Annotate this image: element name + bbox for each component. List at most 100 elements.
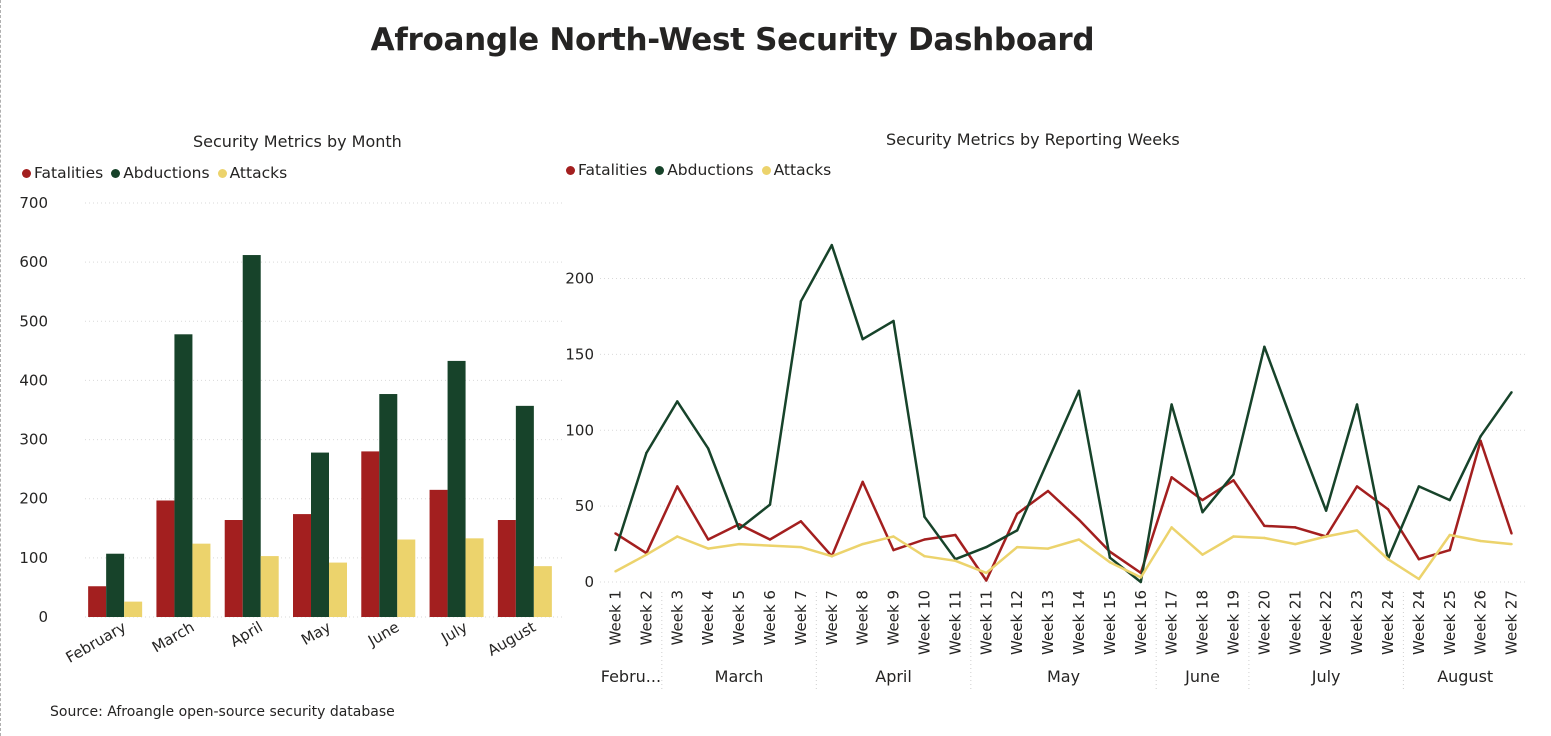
point-fatalities[interactable]: [985, 579, 988, 582]
bar-fatalities[interactable]: [224, 520, 243, 617]
line-abductions[interactable]: [614, 243, 1513, 584]
point-abductions[interactable]: [1479, 435, 1482, 438]
bar-abductions[interactable]: [379, 394, 398, 617]
point-attacks[interactable]: [1170, 526, 1173, 529]
point-attacks[interactable]: [923, 555, 926, 558]
point-abductions[interactable]: [1294, 429, 1297, 432]
point-attacks[interactable]: [1263, 536, 1266, 540]
point-fatalities[interactable]: [1386, 507, 1390, 511]
point-abductions[interactable]: [892, 319, 895, 323]
point-abductions[interactable]: [645, 451, 648, 455]
point-fatalities[interactable]: [1448, 548, 1451, 552]
point-fatalities[interactable]: [1417, 558, 1421, 561]
legend-fatalities[interactable]: Fatalities: [566, 161, 647, 179]
point-fatalities[interactable]: [676, 485, 679, 488]
point-attacks[interactable]: [768, 544, 772, 547]
point-attacks[interactable]: [1139, 576, 1142, 579]
bar-abductions[interactable]: [311, 452, 329, 617]
point-attacks[interactable]: [1355, 529, 1359, 532]
point-attacks[interactable]: [861, 542, 864, 546]
point-attacks[interactable]: [1232, 535, 1235, 538]
bar-attacks[interactable]: [260, 556, 279, 617]
point-attacks[interactable]: [1015, 545, 1019, 549]
point-abductions[interactable]: [1263, 345, 1266, 349]
point-fatalities[interactable]: [1263, 524, 1266, 528]
bar-attacks[interactable]: [329, 562, 347, 617]
bar-abductions[interactable]: [242, 255, 261, 617]
point-attacks[interactable]: [737, 542, 741, 546]
point-abductions[interactable]: [1139, 580, 1142, 584]
legend-abductions[interactable]: Abductions: [655, 161, 754, 179]
point-abductions[interactable]: [706, 447, 710, 450]
point-abductions[interactable]: [1170, 403, 1173, 406]
point-attacks[interactable]: [985, 571, 988, 575]
point-fatalities[interactable]: [1294, 526, 1297, 529]
point-fatalities[interactable]: [892, 548, 895, 552]
bar-fatalities[interactable]: [497, 520, 516, 617]
bar-abductions[interactable]: [106, 553, 125, 617]
point-attacks[interactable]: [1479, 539, 1482, 543]
point-fatalities[interactable]: [706, 538, 710, 541]
bar-fatalities[interactable]: [293, 514, 311, 617]
point-fatalities[interactable]: [768, 538, 772, 541]
point-abductions[interactable]: [1108, 556, 1112, 559]
point-attacks[interactable]: [1201, 553, 1204, 556]
line-fatalities[interactable]: [614, 439, 1513, 582]
point-attacks[interactable]: [1510, 542, 1513, 546]
point-abductions[interactable]: [1510, 391, 1513, 394]
point-abductions[interactable]: [1077, 389, 1081, 393]
point-fatalities[interactable]: [614, 532, 617, 535]
legend-fatalities[interactable]: Fatalities: [22, 164, 103, 182]
point-fatalities[interactable]: [861, 480, 864, 484]
point-attacks[interactable]: [1448, 533, 1451, 537]
bar-attacks[interactable]: [533, 566, 552, 617]
bar-fatalities[interactable]: [429, 489, 448, 617]
point-fatalities[interactable]: [954, 533, 957, 537]
point-abductions[interactable]: [1046, 459, 1050, 462]
point-abductions[interactable]: [799, 300, 803, 303]
point-abductions[interactable]: [830, 243, 833, 247]
bar-attacks[interactable]: [192, 543, 211, 617]
legend-attacks[interactable]: Attacks: [217, 164, 287, 182]
legend-attacks[interactable]: Attacks: [761, 161, 831, 179]
point-fatalities[interactable]: [923, 538, 926, 541]
point-attacks[interactable]: [1046, 547, 1050, 550]
point-abductions[interactable]: [1015, 529, 1019, 532]
point-fatalities[interactable]: [1232, 479, 1235, 482]
bar-abductions[interactable]: [174, 334, 193, 617]
monthly-chart-legend[interactable]: Fatalities Abductions Attacks: [22, 164, 295, 182]
point-attacks[interactable]: [1294, 542, 1297, 546]
point-attacks[interactable]: [1386, 558, 1390, 561]
point-fatalities[interactable]: [1015, 512, 1019, 515]
point-abductions[interactable]: [1201, 511, 1204, 514]
point-abductions[interactable]: [923, 515, 926, 518]
line-attacks[interactable]: [614, 526, 1512, 581]
point-attacks[interactable]: [1324, 535, 1328, 538]
point-attacks[interactable]: [1077, 538, 1081, 541]
point-attacks[interactable]: [1108, 561, 1112, 564]
point-fatalities[interactable]: [799, 520, 803, 523]
point-attacks[interactable]: [645, 553, 648, 556]
bar-fatalities[interactable]: [361, 451, 380, 617]
bar-fatalities[interactable]: [88, 586, 107, 617]
point-attacks[interactable]: [830, 555, 833, 558]
point-abductions[interactable]: [861, 338, 864, 341]
point-attacks[interactable]: [954, 559, 957, 562]
point-attacks[interactable]: [1417, 577, 1421, 581]
point-abductions[interactable]: [676, 400, 679, 403]
point-abductions[interactable]: [1355, 403, 1359, 406]
point-fatalities[interactable]: [1077, 518, 1081, 521]
point-abductions[interactable]: [768, 503, 772, 506]
bar-abductions[interactable]: [447, 360, 466, 617]
point-attacks[interactable]: [676, 535, 679, 538]
bar-attacks[interactable]: [397, 539, 416, 617]
point-abductions[interactable]: [737, 527, 741, 531]
point-fatalities[interactable]: [1170, 476, 1173, 479]
point-attacks[interactable]: [614, 570, 617, 573]
point-abductions[interactable]: [1448, 498, 1451, 502]
point-abductions[interactable]: [1417, 485, 1421, 488]
bar-attacks[interactable]: [124, 601, 143, 617]
weekly-chart-legend[interactable]: Fatalities Abductions Attacks: [566, 161, 839, 179]
point-fatalities[interactable]: [1201, 498, 1204, 502]
legend-abductions[interactable]: Abductions: [111, 164, 210, 182]
